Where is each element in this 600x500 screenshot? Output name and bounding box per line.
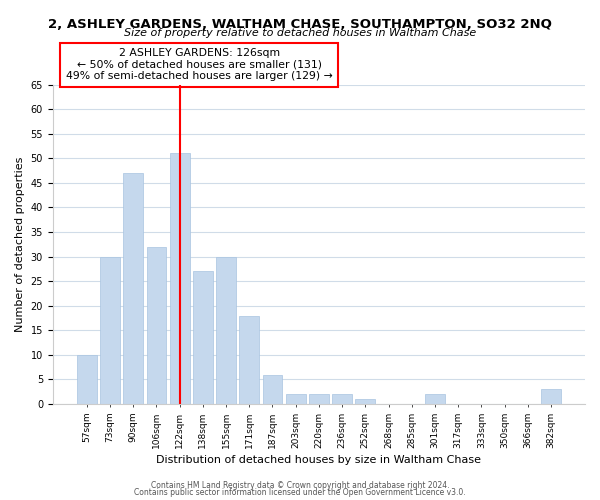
Bar (124, 173, 143, 404)
Text: 2, ASHLEY GARDENS, WALTHAM CHASE, SOUTHAMPTON, SO32 2NQ: 2, ASHLEY GARDENS, WALTHAM CHASE, SOUTHA… (48, 18, 552, 30)
Text: Size of property relative to detached houses in Waltham Chase: Size of property relative to detached ho… (124, 28, 476, 38)
Bar (239, 316, 259, 404)
X-axis label: Distribution of detached houses by size in Waltham Chase: Distribution of detached houses by size … (157, 455, 481, 465)
Text: Contains public sector information licensed under the Open Government Licence v3: Contains public sector information licen… (134, 488, 466, 497)
Bar (193, 272, 213, 404)
Bar (170, 154, 190, 404)
Text: Contains HM Land Registry data © Crown copyright and database right 2024.: Contains HM Land Registry data © Crown c… (151, 480, 449, 490)
Y-axis label: Number of detached properties: Number of detached properties (15, 156, 25, 332)
Bar (100, 256, 120, 404)
Bar (332, 394, 352, 404)
Bar (146, 247, 166, 404)
Bar (286, 394, 305, 404)
Bar (425, 394, 445, 404)
Bar (541, 390, 561, 404)
Bar (77, 355, 97, 404)
Bar (263, 374, 283, 404)
Bar (216, 256, 236, 404)
Bar (309, 394, 329, 404)
Bar (355, 399, 375, 404)
Text: 2 ASHLEY GARDENS: 126sqm
← 50% of detached houses are smaller (131)
49% of semi-: 2 ASHLEY GARDENS: 126sqm ← 50% of detach… (66, 48, 332, 82)
